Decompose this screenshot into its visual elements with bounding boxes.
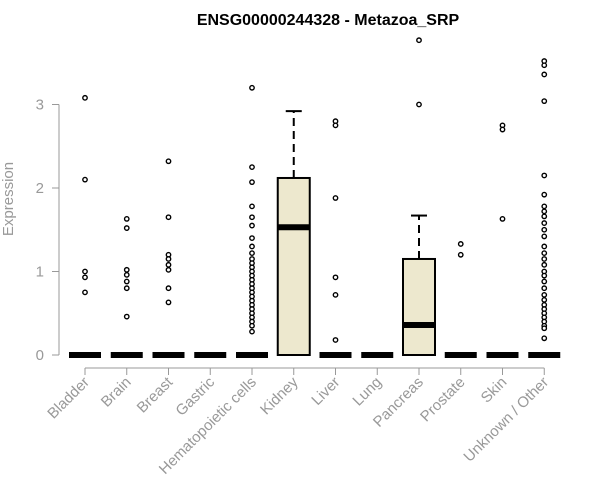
outlier-point bbox=[541, 203, 548, 210]
outlier-point bbox=[416, 101, 422, 108]
box-iqr bbox=[276, 176, 311, 356]
outlier-point bbox=[541, 213, 548, 220]
outlier-point bbox=[82, 274, 88, 281]
outlier-point bbox=[123, 225, 130, 231]
y-tick-label: 0 bbox=[36, 347, 44, 364]
outlier-point bbox=[332, 291, 339, 298]
outlier-point bbox=[249, 322, 255, 329]
outlier-point bbox=[541, 325, 548, 332]
outlier-point bbox=[165, 299, 172, 306]
x-tick-label: Skin bbox=[478, 374, 511, 407]
outlier-point bbox=[249, 164, 255, 171]
outlier-point bbox=[82, 289, 88, 296]
outlier-point bbox=[165, 266, 172, 273]
outlier-point bbox=[416, 37, 422, 44]
outlier-point bbox=[249, 243, 255, 250]
x-tick-label: Prostate bbox=[417, 374, 469, 426]
outlier-point bbox=[541, 62, 548, 69]
outlier-point bbox=[457, 251, 464, 258]
outlier-point bbox=[541, 172, 548, 179]
outlier-point bbox=[541, 243, 548, 250]
box-group bbox=[152, 158, 185, 358]
outlier-point bbox=[541, 256, 548, 262]
x-tick-label: Breast bbox=[134, 373, 177, 416]
outlier-point bbox=[541, 261, 548, 268]
outlier-point bbox=[249, 179, 255, 186]
y-tick-label: 1 bbox=[36, 264, 44, 281]
outlier-point bbox=[541, 191, 548, 198]
x-tick-label: Liver bbox=[308, 374, 343, 409]
outlier-point bbox=[165, 158, 172, 165]
outlier-point bbox=[249, 84, 255, 91]
y-tick-label: 2 bbox=[36, 180, 44, 197]
outlier-point bbox=[499, 126, 506, 133]
outlier-point bbox=[82, 94, 88, 101]
outlier-point bbox=[123, 278, 130, 285]
outlier-point bbox=[541, 296, 548, 303]
outlier-point bbox=[541, 285, 548, 292]
x-tick-label: Lung bbox=[349, 374, 385, 410]
x-tick-label: Kidney bbox=[257, 373, 302, 418]
outlier-point bbox=[165, 256, 172, 262]
outlier-point bbox=[457, 241, 464, 247]
outlier-point bbox=[541, 335, 548, 342]
outlier-point bbox=[82, 268, 88, 275]
outlier-point bbox=[541, 208, 548, 215]
outlier-point bbox=[123, 271, 130, 278]
boxes-layer bbox=[69, 37, 561, 358]
outlier-point bbox=[332, 195, 339, 201]
box-group bbox=[236, 84, 268, 358]
outlier-point bbox=[541, 226, 548, 233]
y-axis: 0 1 2 3 bbox=[36, 97, 60, 364]
outlier-point bbox=[332, 274, 339, 281]
box-group bbox=[402, 37, 436, 357]
box-group bbox=[486, 122, 519, 358]
outlier-point bbox=[249, 214, 255, 221]
chart-title: ENSG00000244328 - Metazoa_SRP bbox=[197, 12, 460, 29]
outlier-point bbox=[541, 272, 548, 279]
outlier-point bbox=[541, 278, 548, 285]
x-tick-label: Bladder bbox=[44, 374, 93, 423]
outlier-point bbox=[123, 215, 130, 222]
outlier-point bbox=[541, 250, 548, 257]
box-group bbox=[319, 118, 352, 358]
outlier-point bbox=[332, 337, 339, 343]
outlier-point bbox=[249, 203, 255, 210]
outlier-point bbox=[165, 261, 172, 268]
outlier-point bbox=[165, 214, 172, 221]
outlier-point bbox=[123, 266, 130, 273]
outlier-point bbox=[541, 98, 548, 105]
box-group bbox=[444, 241, 477, 358]
outlier-point bbox=[249, 235, 255, 242]
outlier-point bbox=[541, 220, 548, 226]
outlier-point bbox=[249, 328, 255, 335]
outlier-point bbox=[541, 233, 548, 240]
outlier-point bbox=[332, 122, 339, 129]
box-group bbox=[69, 94, 101, 358]
outlier-point bbox=[541, 71, 548, 78]
outlier-point bbox=[123, 313, 130, 320]
outlier-point bbox=[165, 285, 172, 292]
outlier-point bbox=[82, 176, 88, 183]
outlier-point bbox=[123, 285, 130, 292]
outlier-point bbox=[499, 215, 506, 222]
outlier-point bbox=[249, 222, 255, 229]
box-group bbox=[276, 110, 311, 356]
outlier-point bbox=[249, 250, 255, 257]
x-tick-label: Brain bbox=[98, 374, 135, 411]
box-group bbox=[528, 58, 561, 358]
box-iqr bbox=[402, 257, 436, 357]
y-tick-label: 3 bbox=[36, 97, 44, 114]
box-group bbox=[110, 215, 143, 358]
y-axis-label: Expression bbox=[0, 162, 17, 236]
outlier-point bbox=[541, 291, 548, 298]
